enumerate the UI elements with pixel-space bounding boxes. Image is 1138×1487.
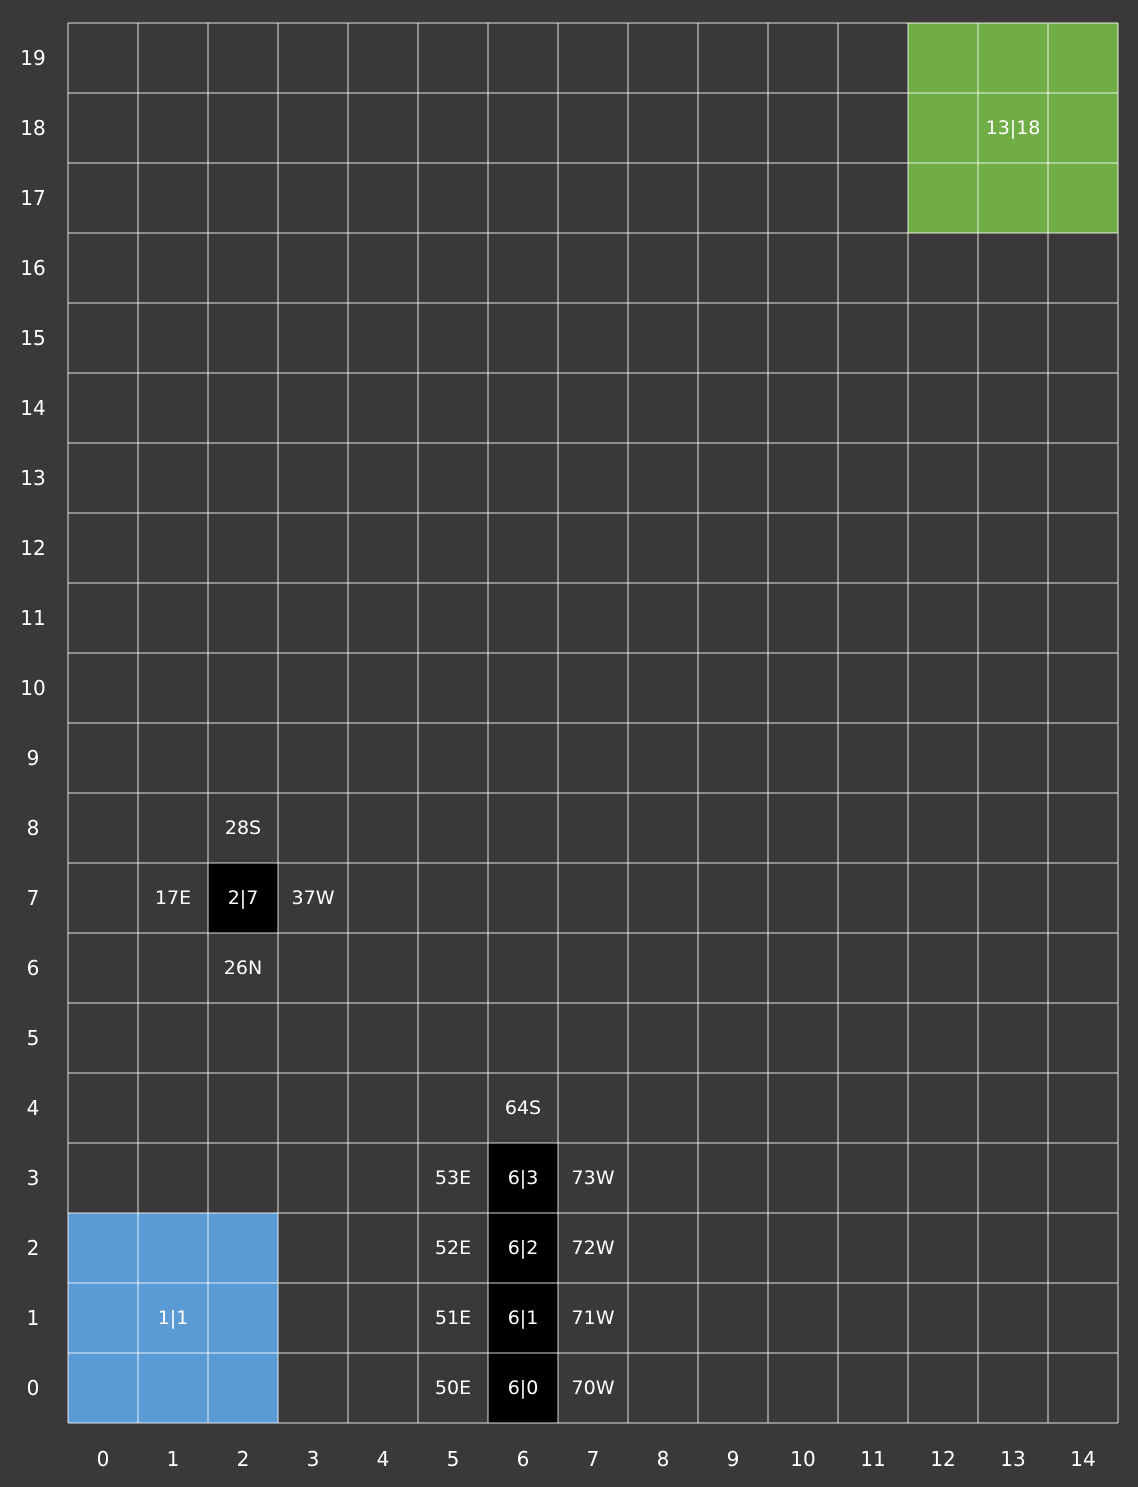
y-axis-tick-label: 19	[20, 46, 45, 70]
obstacle-cell	[208, 863, 278, 933]
y-axis-tick-label: 14	[20, 396, 45, 420]
cell-label: 17E	[155, 887, 191, 909]
obstacle-cell	[488, 1283, 558, 1353]
obstacle-label: 6|3	[508, 1167, 539, 1189]
x-axis-tick-label: 5	[447, 1447, 460, 1471]
y-axis-tick-label: 10	[20, 676, 45, 700]
obstacle-label: 6|0	[508, 1377, 539, 1399]
x-axis-tick-label: 12	[930, 1447, 955, 1471]
start-zone	[68, 1213, 278, 1423]
zone-layer	[68, 23, 1118, 1423]
x-axis-tick-label: 14	[1070, 1447, 1095, 1471]
goal-zone	[908, 23, 1118, 233]
obstacle-cell	[488, 1213, 558, 1283]
goal-zone-label: 13|18	[986, 117, 1041, 139]
x-axis-tick-label: 0	[97, 1447, 110, 1471]
x-axis-tick-label: 9	[727, 1447, 740, 1471]
cell-label: 53E	[435, 1167, 471, 1189]
x-axis-tick-label: 13	[1000, 1447, 1025, 1471]
y-axis-tick-label: 2	[27, 1236, 40, 1260]
y-axis-tick-label: 7	[27, 886, 40, 910]
obstacle-label: 2|7	[228, 887, 259, 909]
y-axis-tick-label: 16	[20, 256, 45, 280]
obstacle-layer	[208, 863, 558, 1423]
x-axis-tick-label: 6	[517, 1447, 530, 1471]
obstacle-label: 6|1	[508, 1307, 539, 1329]
x-axis-tick-label: 1	[167, 1447, 180, 1471]
cell-label: 73W	[572, 1167, 615, 1189]
y-axis-tick-label: 6	[27, 956, 40, 980]
y-axis-tick-label: 15	[20, 326, 45, 350]
y-axis-tick-label: 17	[20, 186, 45, 210]
y-axis-tick-label: 8	[27, 816, 40, 840]
cell-label: 52E	[435, 1237, 471, 1259]
obstacle-cell	[488, 1353, 558, 1423]
cell-label: 64S	[505, 1097, 541, 1119]
start-zone-label: 1|1	[158, 1307, 189, 1329]
obstacle-cell	[488, 1143, 558, 1213]
cell-label: 51E	[435, 1307, 471, 1329]
y-axis-tick-label: 5	[27, 1026, 40, 1050]
y-axis-tick-label: 9	[27, 746, 40, 770]
x-axis-tick-label: 11	[860, 1447, 885, 1471]
cell-label: 70W	[572, 1377, 615, 1399]
y-axis-tick-label: 3	[27, 1166, 40, 1190]
obstacle-label: 6|2	[508, 1237, 539, 1259]
x-axis-tick-label: 8	[657, 1447, 670, 1471]
x-axis: 0 1 2 3 4 5 6 7 8 9 10 11 12 13 14	[97, 1447, 1096, 1471]
x-axis-tick-label: 3	[307, 1447, 320, 1471]
x-axis-tick-label: 4	[377, 1447, 390, 1471]
y-axis-tick-label: 1	[27, 1306, 40, 1330]
grid-lines	[67, 22, 1119, 1424]
cell-label: 28S	[225, 817, 261, 839]
cell-label: 37W	[292, 887, 335, 909]
cell-label: 26N	[224, 957, 262, 979]
y-axis-tick-label: 4	[27, 1096, 40, 1120]
y-axis-tick-label: 11	[20, 606, 45, 630]
cell-label: 71W	[572, 1307, 615, 1329]
y-axis-tick-label: 18	[20, 116, 45, 140]
y-axis-tick-label: 0	[27, 1376, 40, 1400]
cell-label: 50E	[435, 1377, 471, 1399]
cell-label: 72W	[572, 1237, 615, 1259]
y-axis-tick-label: 12	[20, 536, 45, 560]
x-axis-tick-label: 2	[237, 1447, 250, 1471]
x-axis-tick-label: 7	[587, 1447, 600, 1471]
y-axis-tick-label: 13	[20, 466, 45, 490]
cell-label-layer: 1|1 13|18 2|7 6|3 6|2 6|1 6|0 28S 17E 37W 26N 64S 53…	[155, 117, 1040, 1399]
x-axis-tick-label: 10	[790, 1447, 815, 1471]
